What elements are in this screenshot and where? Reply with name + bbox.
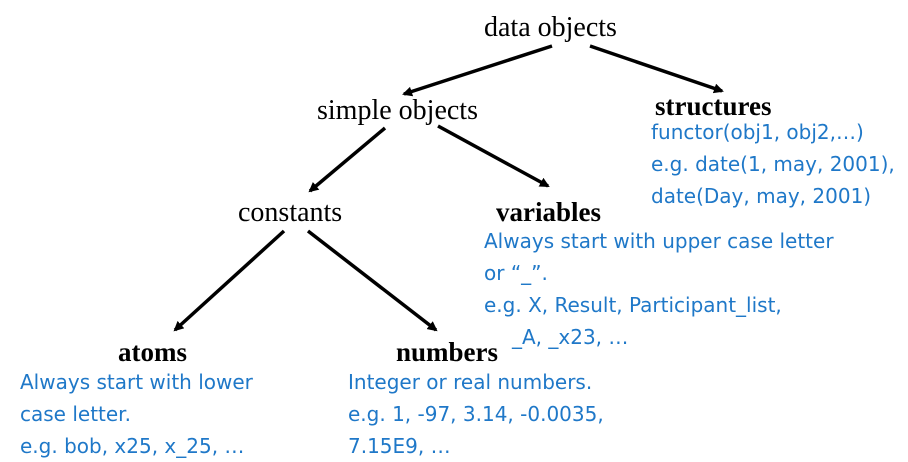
- arrow-root-to-simple-objects: [402, 44, 553, 97]
- structures-description: functor(obj1, obj2,…) e.g. date(1, may, …: [651, 116, 895, 212]
- structures-description-line: e.g. date(1, may, 2001),: [651, 152, 895, 176]
- arrow-constants-to-atoms: [173, 229, 286, 332]
- arrow-constants-to-numbers: [306, 229, 438, 332]
- node-variables: variables: [496, 197, 601, 227]
- variables-description-line: Always start with upper case letter: [484, 229, 834, 253]
- node-simple-objects: simple objects: [317, 95, 478, 126]
- atoms-description-line: Always start with lower: [20, 370, 253, 394]
- numbers-description-line: 7.15E9, …: [348, 434, 451, 458]
- numbers-description-line: Integer or real numbers.: [348, 370, 593, 394]
- node-structures: structures: [655, 91, 772, 121]
- structures-description-line: date(Day, may, 2001): [651, 184, 872, 208]
- arrow-simple-objects-to-constants: [308, 126, 387, 193]
- atoms-description-line: case letter.: [20, 402, 131, 426]
- node-constants: constants: [238, 197, 343, 228]
- arrow-simple-objects-to-variables: [437, 124, 550, 188]
- atoms-description-line: e.g. bob, x25, x_25, …: [20, 434, 245, 458]
- node-data-objects: data objects: [484, 12, 617, 43]
- node-atoms: atoms: [118, 337, 187, 367]
- arrow-root-to-structures: [589, 44, 724, 94]
- numbers-description: Integer or real numbers. e.g. 1, -97, 3.…: [348, 366, 604, 462]
- variables-description: Always start with upper case letter or “…: [484, 225, 834, 353]
- structures-description-line: functor(obj1, obj2,…): [651, 120, 864, 144]
- atoms-description: Always start with lower case letter. e.g…: [20, 366, 253, 462]
- variables-description-line: _A, _x23, …: [512, 325, 629, 349]
- variables-description-line: or “_”.: [484, 261, 548, 285]
- node-numbers: numbers: [396, 337, 499, 367]
- variables-description-line: e.g. X, Result, Participant_list,: [484, 293, 782, 317]
- numbers-description-line: e.g. 1, -97, 3.14, -0.0035,: [348, 402, 604, 426]
